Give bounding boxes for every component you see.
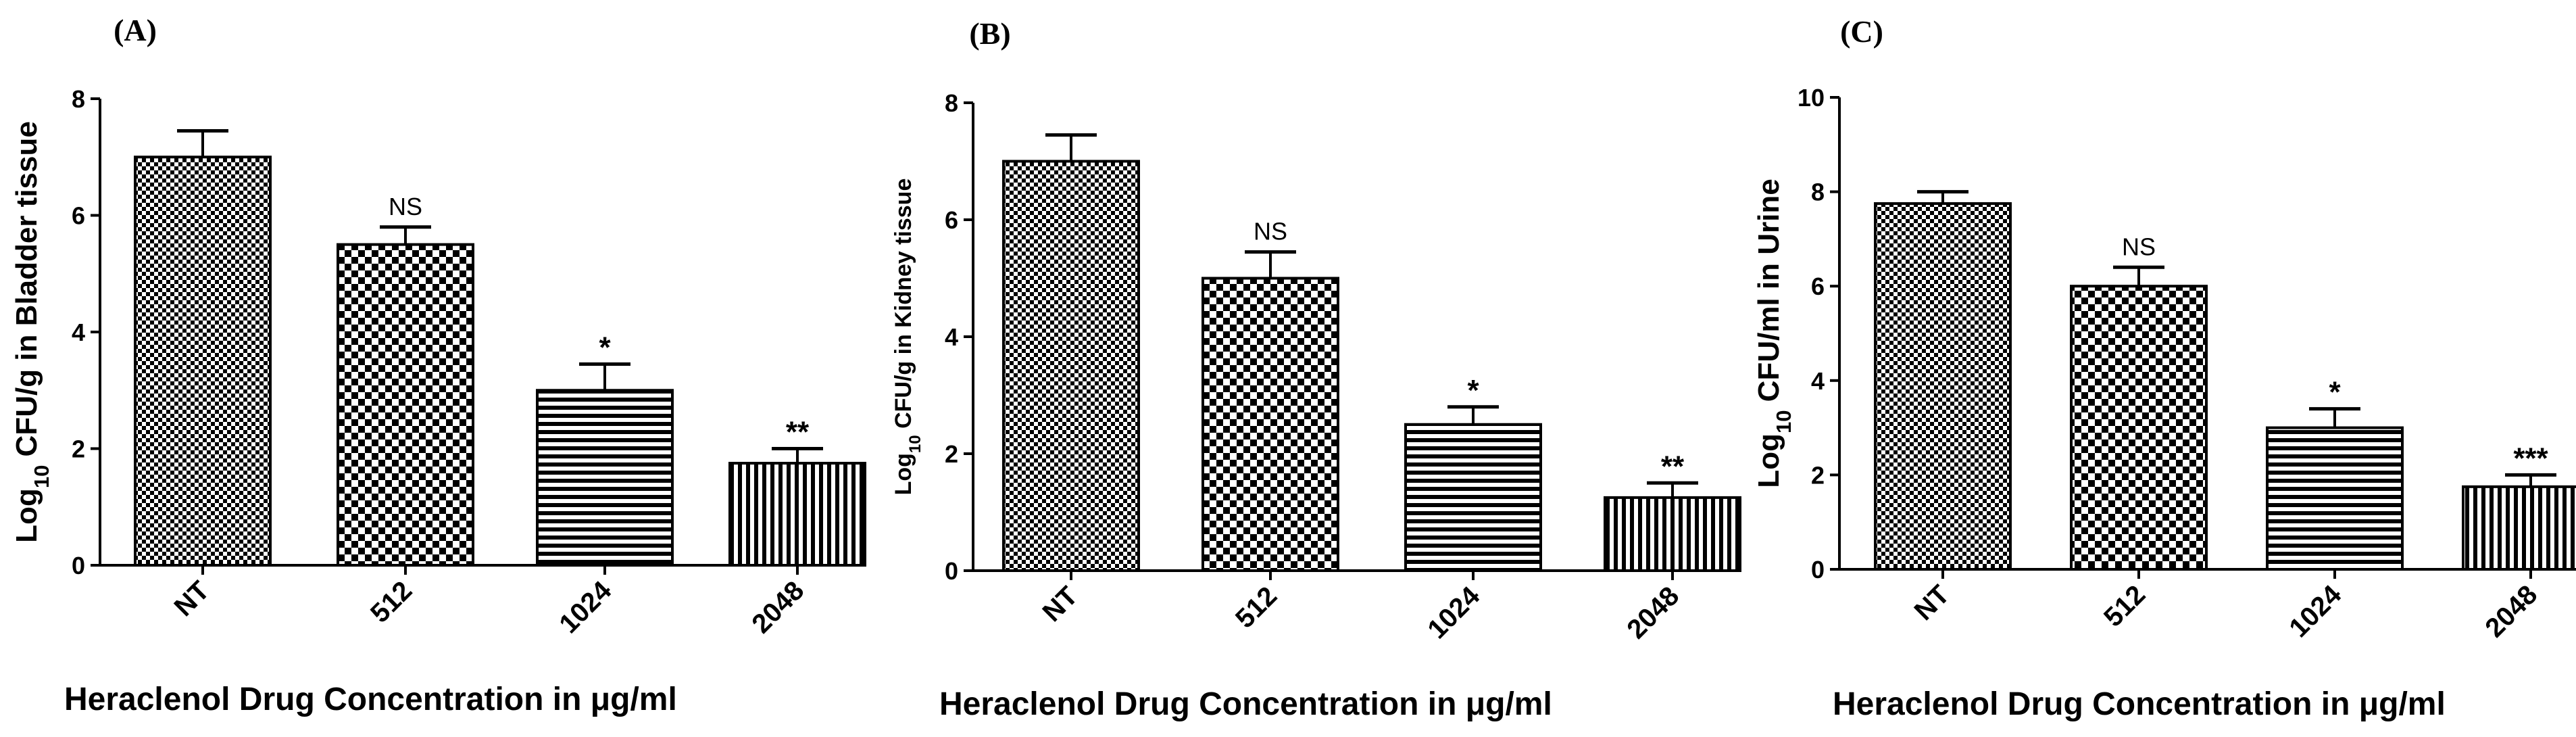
bar-1024 [1404, 423, 1542, 572]
chart-panels: (A) 0 2 4 6 8 Log10 CFU/g in Bladder tissue NT N… [10, 13, 2576, 722]
significance-label: * [2329, 376, 2341, 409]
y-tick-label: 0 [945, 557, 958, 585]
bar-2048 [2462, 485, 2576, 571]
x-category-label: NT [169, 575, 216, 622]
x-axis-label: Heraclenol Drug Concentration in μg/ml [64, 682, 677, 717]
x-category-label: 2048 [1621, 581, 1685, 644]
y-tick-label: 8 [72, 85, 85, 113]
bar-512 [337, 243, 474, 567]
x-category-label: NT [1037, 581, 1084, 627]
y-tick-label: 8 [1811, 179, 1825, 206]
panel-label: (B) [969, 16, 1010, 51]
panel-label: (C) [1840, 14, 1883, 49]
x-axis-label: Heraclenol Drug Concentration in μg/ml [939, 686, 1552, 722]
chart-panel-a: (A) 0 2 4 6 8 Log10 CFU/g in Bladder tissue NT N… [10, 13, 866, 717]
y-axis-label: Log10 CFU/ml in Urine [1752, 179, 1795, 488]
y-axis-label: Log10 CFU/g in Kidney tissue [891, 179, 924, 496]
significance-label: ** [1661, 450, 1685, 483]
significance-label: ** [786, 416, 810, 449]
significance-label: * [599, 331, 611, 364]
x-category-label: 1024 [2283, 579, 2348, 644]
y-tick-label: 10 [1798, 84, 1825, 112]
significance-label: NS [389, 193, 422, 220]
bar-nt [1874, 202, 2012, 571]
x-category-label: 1024 [1422, 581, 1486, 645]
bar-nt [1002, 160, 1140, 572]
significance-label: NS [2122, 233, 2156, 260]
bar-1024 [2266, 426, 2404, 571]
chart-panel-b: (B) 0 2 4 6 8 Log10 CFU/g in Kidney tissue NT NS… [891, 16, 1741, 722]
y-tick-label: 4 [945, 323, 958, 351]
y-tick-label: 4 [72, 318, 85, 346]
x-category-label: 2048 [746, 575, 810, 639]
significance-label: NS [1254, 218, 1287, 245]
y-tick-label: 0 [1811, 556, 1825, 584]
bar-2048 [1604, 496, 1741, 572]
bar-2048 [728, 462, 866, 567]
significance-label: * [1467, 374, 1479, 407]
chart-panel-c: (C) 0 2 4 6 8 10 Log10 CFU/ml in Urine NT NS 512 * 1… [1752, 14, 2576, 722]
x-category-label: NT [1909, 579, 1956, 626]
x-category-label: 512 [2098, 579, 2151, 632]
y-tick-label: 4 [1811, 367, 1825, 395]
y-tick-label: 2 [1811, 461, 1825, 489]
y-axis-label: Log10 CFU/g in Bladder tissue [10, 121, 53, 543]
y-tick-label: 0 [72, 552, 85, 579]
y-tick-label: 8 [945, 89, 958, 117]
y-tick-label: 2 [72, 435, 85, 463]
significance-label: *** [2513, 442, 2548, 475]
x-category-label: 2048 [2479, 579, 2543, 643]
bar-512 [1202, 277, 1339, 572]
y-tick-label: 6 [945, 206, 958, 234]
panel-label: (A) [114, 13, 157, 47]
bar-1024 [536, 389, 674, 567]
bar-nt [134, 156, 272, 567]
y-tick-label: 6 [1811, 272, 1825, 300]
x-category-label: 1024 [553, 575, 618, 640]
x-axis-label: Heraclenol Drug Concentration in μg/ml [1833, 686, 2446, 722]
y-tick-label: 6 [72, 202, 85, 230]
x-category-label: 512 [1230, 581, 1283, 634]
x-category-label: 512 [365, 575, 418, 628]
y-tick-label: 2 [945, 440, 958, 468]
bar-512 [2070, 285, 2208, 571]
